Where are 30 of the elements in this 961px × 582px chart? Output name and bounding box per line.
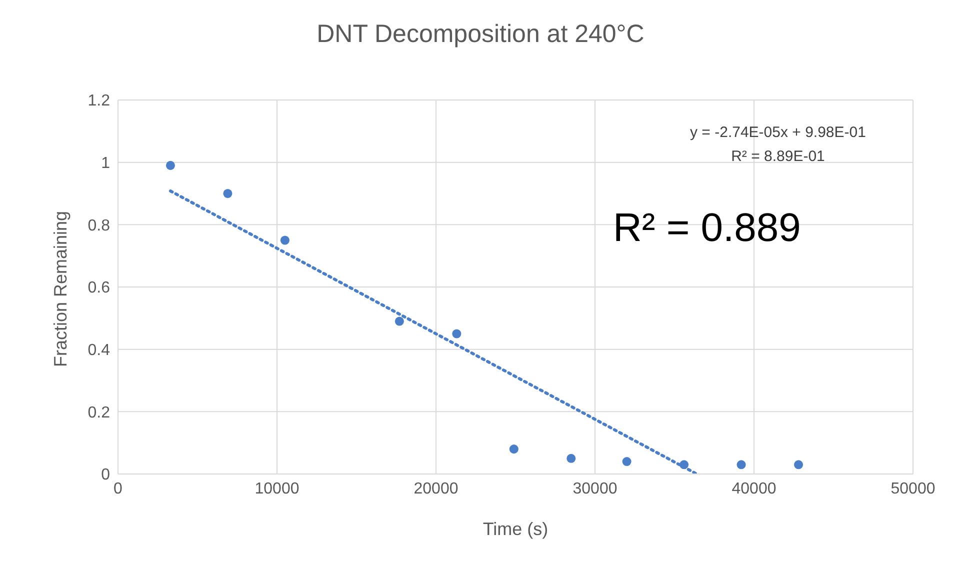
point [223,188,232,198]
y-tick-label: 0.6 [88,280,110,297]
point [622,457,632,466]
y-tick-label: 1.2 [88,92,110,110]
x-tick-label: 50000 [890,480,936,498]
point [736,460,746,470]
point [452,329,462,338]
point [566,454,576,463]
x-tick-label: 10000 [254,480,300,498]
y-tick-label: 1 [101,155,110,172]
point [280,236,290,245]
point [394,316,404,326]
x-tick-label: 20000 [414,480,458,498]
point [680,460,689,470]
point [794,460,804,470]
x-tick-label: 40000 [732,480,776,498]
point [509,444,518,454]
chart-title: DNT Decomposition at 240°C [316,20,646,49]
annotation: y = -2.74E-05x + 9.98E-01 [689,124,867,141]
y-tick-label: 0 [101,466,110,484]
x-tick-label: 30000 [572,480,618,498]
y-tick-label: 0.2 [88,404,110,422]
annotation: R² = 0.889 [613,206,801,251]
y-tick-label: 0.8 [88,217,110,234]
y-axis-title: Fraction Remaining [50,210,70,367]
annotation: R² = 8.89E-01 [730,148,826,165]
y-tick-label: 0.4 [88,342,110,360]
point [166,160,175,170]
x-axis-title: Time (s) [482,518,548,539]
x-tick-label: 0 [114,480,123,498]
